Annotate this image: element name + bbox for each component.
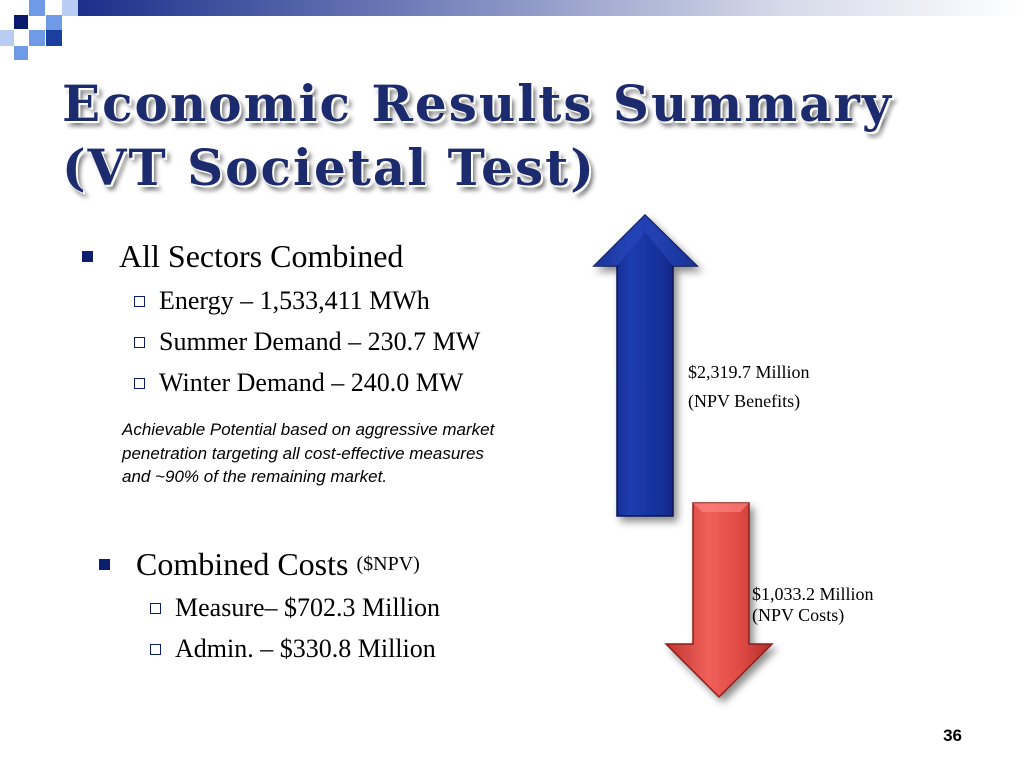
cost-item: Admin. – $330.8 Million bbox=[150, 634, 436, 664]
costs-heading-text: Combined Costs bbox=[136, 546, 349, 582]
up-arrow-icon bbox=[592, 213, 699, 517]
benefits-amount: $2,319.7 Million bbox=[688, 362, 810, 382]
down-arrow-icon bbox=[664, 502, 774, 699]
benefits-caption: (NPV Benefits) bbox=[688, 391, 801, 411]
title-line-2: (VT Societal Test) bbox=[62, 138, 596, 197]
sector-item-text: Summer Demand – 230.7 MW bbox=[159, 327, 481, 356]
hollow-square-bullet-icon bbox=[134, 295, 145, 307]
slide-title: Economic Results Summary (VT Societal Te… bbox=[62, 72, 962, 200]
cost-item-text: Admin. – $330.8 Million bbox=[175, 634, 436, 663]
header-decoration bbox=[0, 0, 1024, 60]
costs-amount: $1,033.2 Million bbox=[752, 584, 874, 604]
sector-item-text: Energy – 1,533,411 MWh bbox=[159, 286, 430, 315]
achievable-potential-note: Achievable Potential based on aggressive… bbox=[122, 420, 495, 486]
sector-item: Summer Demand – 230.7 MW bbox=[134, 327, 480, 357]
title-line-1: Economic Results Summary bbox=[62, 74, 893, 133]
costs-label: $1,033.2 Million (NPV Costs) bbox=[752, 584, 874, 626]
cost-item-text: Measure– $702.3 Million bbox=[175, 593, 441, 622]
square-bullet-icon bbox=[99, 559, 110, 570]
sector-item-text: Winter Demand – 240.0 MW bbox=[159, 368, 464, 397]
sector-item: Winter Demand – 240.0 MW bbox=[134, 368, 463, 398]
cost-item: Measure– $702.3 Million bbox=[150, 593, 440, 623]
sectors-heading: All Sectors Combined bbox=[82, 238, 403, 275]
benefits-label: $2,319.7 Million (NPV Benefits) bbox=[688, 358, 810, 416]
costs-caption: (NPV Costs) bbox=[752, 605, 845, 625]
sector-item: Energy – 1,533,411 MWh bbox=[134, 286, 430, 316]
costs-heading: Combined Costs ($NPV) bbox=[99, 546, 420, 583]
hollow-square-bullet-icon bbox=[150, 643, 161, 655]
hollow-square-bullet-icon bbox=[150, 602, 161, 614]
sectors-heading-text: All Sectors Combined bbox=[119, 238, 404, 274]
hollow-square-bullet-icon bbox=[134, 377, 145, 389]
hollow-square-bullet-icon bbox=[134, 336, 145, 348]
page-number: 36 bbox=[943, 726, 962, 745]
square-bullet-icon bbox=[82, 251, 93, 262]
costs-heading-suffix: ($NPV) bbox=[356, 553, 420, 575]
